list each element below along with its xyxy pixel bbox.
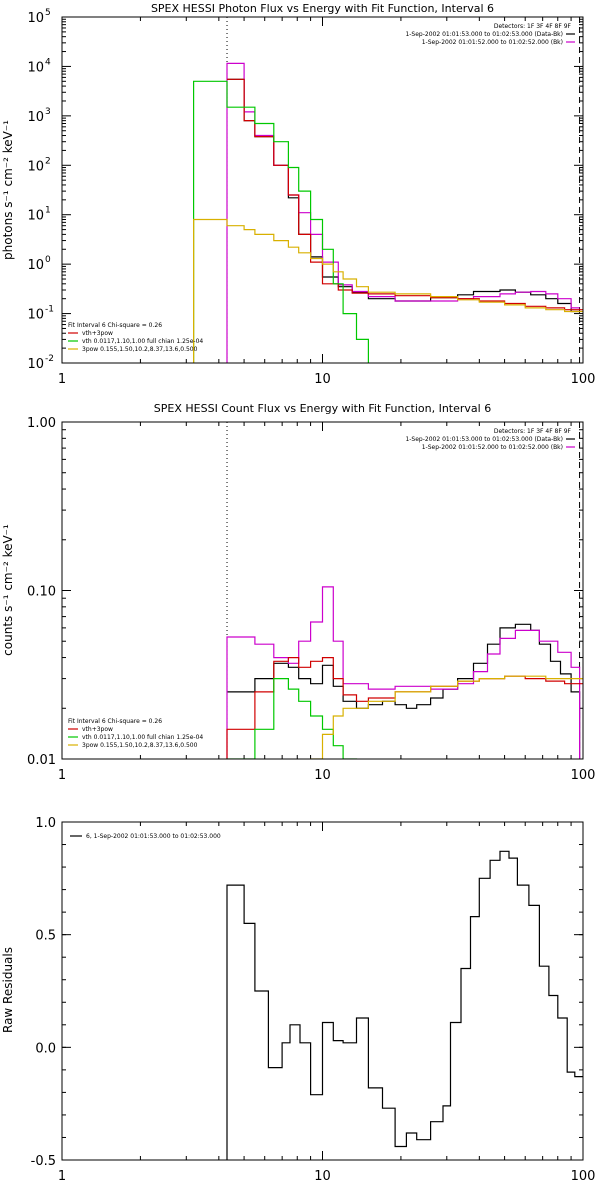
x-tick-label: 100 (571, 1169, 596, 1184)
series-line-5 (193, 218, 583, 363)
series-line-4 (226, 677, 358, 759)
series-line-3 (226, 656, 583, 759)
x-tick-label: 10 (314, 1169, 331, 1184)
series-line-1 (227, 78, 580, 313)
series-line-2 (226, 62, 580, 363)
y-tick-label: 1.0 (35, 816, 56, 831)
series-line-4 (193, 80, 369, 363)
series-line-3 (227, 78, 583, 311)
y-tick-exponent: 4 (45, 57, 51, 67)
y-tick-label: 10 (27, 159, 44, 174)
x-tick-label: 10 (314, 372, 331, 387)
y-tick-label: 0.10 (27, 585, 56, 600)
y-axis-label: counts s⁻¹ cm⁻² keV⁻¹ (1, 524, 15, 656)
y-tick-label: 10 (27, 258, 44, 273)
x-tick-label: 10 (314, 768, 331, 783)
series-group (226, 586, 583, 759)
y-tick-label: 0.5 (35, 929, 56, 944)
legend-header: Detectors: 1F 3F 4F 8F 9F (494, 428, 572, 435)
y-tick-exponent: 5 (45, 8, 51, 18)
legend-entry-text: 1-Sep-2002 01:01:53.000 to 01:02:53.000 … (405, 436, 563, 443)
legend-entry-text: 1-Sep-2002 01:01:52.000 to 01:02:52.000 … (422, 444, 563, 451)
chart-panel-3: Raw Residuals 1 10 100 -0.5 0.0 0.5 1.0 6, 1-Sep… (1, 816, 595, 1184)
series-group (193, 62, 583, 363)
fit-info-text: 3pow 0.155,1.50,10.2,8.37,13.6,0.500 (82, 346, 198, 353)
x-tick-label: 100 (571, 768, 596, 783)
chart-panel-2: SPEX HESSI Count Flux vs Energy with Fit… (1, 402, 595, 783)
y-tick-label: 10 (27, 11, 44, 26)
y-tick-exponent: 2 (45, 156, 51, 166)
plot-frame (61, 16, 584, 364)
x-tick-label: 1 (58, 372, 66, 387)
y-axis-label: photons s⁻¹ cm⁻² keV⁻¹ (1, 120, 15, 260)
fit-info-text: vth 0.0117,1.10,1.00 full chian 1.25e-04 (82, 338, 203, 345)
fit-info-text: vth+3pow (82, 330, 113, 337)
y-axis-label: Raw Residuals (1, 947, 15, 1033)
fit-info-text: vth+3pow (82, 726, 113, 733)
chart-panel-1: SPEX HESSI Photon Flux vs Energy with Fi… (1, 2, 595, 387)
y-tick-exponent: -2 (45, 354, 54, 364)
fit-info-text: 3pow 0.155,1.50,10.2,8.37,13.6,0.500 (82, 742, 198, 749)
plot-frame (61, 821, 584, 1161)
y-tick-label: 10 (27, 209, 44, 224)
legend-entry-text: 1-Sep-2002 01:01:53.000 to 01:02:53.000 … (405, 31, 563, 38)
y-tick-label: -0.5 (31, 1154, 56, 1169)
series-line-2 (226, 586, 581, 759)
y-tick-label: 1.00 (27, 416, 56, 431)
series-line-1 (227, 623, 581, 759)
fit-info-text: Fit Interval 6 Chi-square = 0.26 (68, 322, 162, 329)
y-tick-label: 10 (27, 110, 44, 125)
y-tick-label: 10 (27, 308, 44, 323)
y-tick-exponent: 3 (45, 107, 51, 117)
x-tick-label: 1 (58, 768, 66, 783)
x-tick-label: 1 (58, 1169, 66, 1184)
chart-title: SPEX HESSI Photon Flux vs Energy with Fi… (151, 2, 494, 15)
series-group (226, 850, 583, 1160)
plot-frame (61, 421, 584, 760)
y-tick-label: 10 (27, 60, 44, 75)
legend-entry-text: 1-Sep-2002 01:01:52.000 to 01:02:52.000 … (422, 39, 563, 46)
chart-title: SPEX HESSI Count Flux vs Energy with Fit… (154, 402, 491, 415)
series-line-1 (226, 850, 583, 1160)
y-tick-label: 0.0 (35, 1041, 56, 1056)
fit-info-text: Fit Interval 6 Chi-square = 0.26 (68, 718, 162, 725)
y-tick-label: 0.01 (27, 753, 56, 768)
y-tick-label: 10 (27, 357, 44, 372)
series-line-5 (310, 675, 583, 759)
fit-info-text: vth 0.0117,1.10,1.00 full chian 1.25e-04 (82, 734, 203, 741)
legend-entry-text: 6, 1-Sep-2002 01:01:53.000 to 01:02:53.0… (86, 833, 221, 840)
y-tick-exponent: -1 (45, 305, 54, 315)
x-tick-label: 100 (571, 372, 596, 387)
y-tick-exponent: 0 (45, 255, 51, 265)
legend-header: Detectors: 1F 3F 4F 8F 9F (494, 23, 572, 30)
y-tick-exponent: 1 (45, 206, 51, 216)
